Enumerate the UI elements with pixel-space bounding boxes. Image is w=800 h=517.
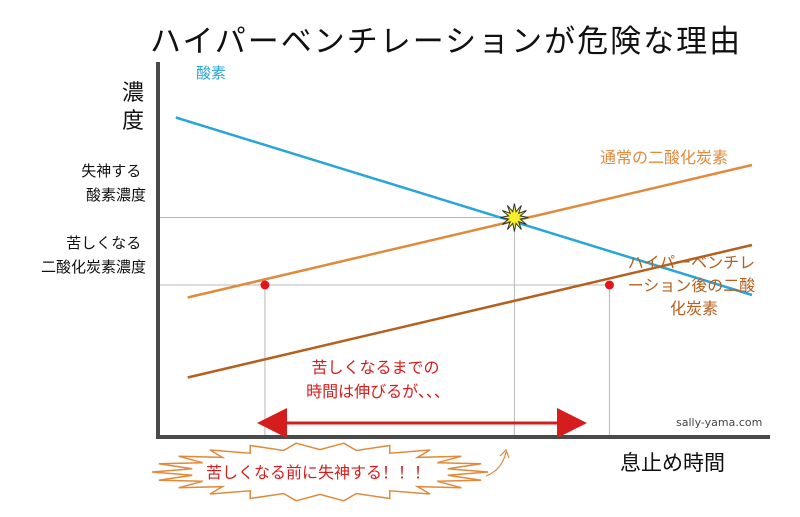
marker-dot-2 — [604, 280, 614, 290]
series-line-normal-co2 — [187, 163, 753, 299]
annotation-text: 苦しくなるまでの 時間は伸びるが、、、 — [306, 358, 450, 401]
threshold-label-co2: 苦しくなる 二酸化炭素濃度 — [41, 234, 146, 276]
series-line-oxygen — [175, 116, 753, 297]
series-label-normal-co2: 通常の二酸化炭素 — [600, 148, 728, 167]
y-axis-label-char-1: 濃 — [122, 81, 144, 106]
x-axis-label: 息止め時間 — [620, 451, 725, 475]
callout-burst — [151, 442, 489, 502]
y-axis-label: 濃 度 — [122, 81, 151, 134]
y-axis-label-char-2: 度 — [122, 109, 144, 134]
callout-arrowhead — [499, 448, 510, 459]
callout-text: 苦しくなる前に失神する！！！ — [206, 463, 430, 482]
series-label-hyper-co2: ハイパーベンチレ ーション後の二酸 化炭素 — [628, 253, 761, 318]
watermark: sally-yama.com — [676, 416, 762, 429]
series-label-oxygen: 酸素 — [196, 64, 226, 82]
marker-burst — [500, 203, 529, 232]
threshold-label-oxygen: 失神する 酸素濃度 — [81, 162, 146, 204]
marker-dot-1 — [260, 280, 270, 290]
callout-arrow — [485, 451, 507, 477]
series-line-hyper-co2 — [187, 243, 753, 379]
chart-title: ハイパーベンチレーションが危険な理由 — [150, 24, 742, 60]
